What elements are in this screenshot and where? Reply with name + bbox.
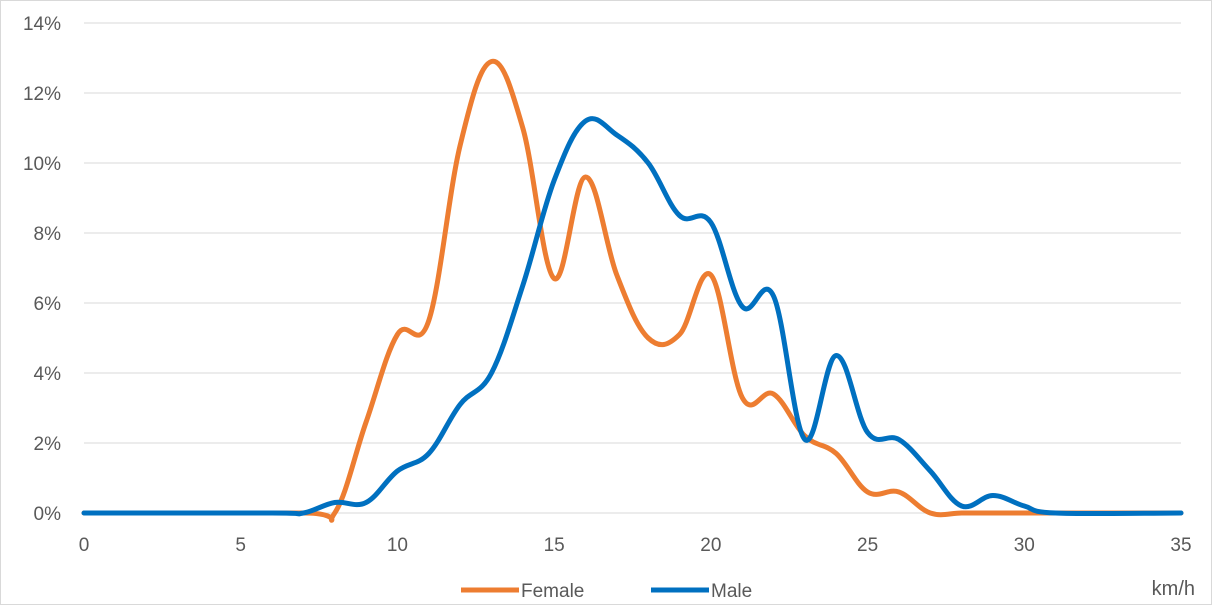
y-tick-label: 4%	[34, 364, 62, 385]
legend: Female Male	[461, 581, 752, 602]
x-axis-label: km/h	[1152, 578, 1195, 600]
y-tick-label: 0%	[34, 504, 62, 525]
x-tick-label: 30	[1014, 535, 1035, 556]
legend-item-female: Female	[461, 581, 584, 602]
series-line-female	[81, 58, 1184, 523]
x-tick-label: 5	[235, 535, 246, 556]
x-tick-label: 10	[387, 535, 408, 556]
y-tick-label: 2%	[34, 434, 62, 455]
x-tick-label: 20	[700, 535, 721, 556]
gridlines	[84, 22, 1181, 514]
x-tick-label: 25	[857, 535, 878, 556]
x-tick-label: 35	[1170, 535, 1191, 556]
y-tick-label: 10%	[23, 154, 61, 175]
x-tick-label: 0	[79, 535, 90, 556]
series-line-male	[81, 116, 1184, 517]
series-lines	[81, 58, 1184, 523]
y-tick-label: 8%	[34, 224, 62, 245]
y-tick-label: 12%	[23, 84, 61, 105]
y-tick-label: 14%	[23, 14, 61, 35]
axis-ticks: 0% 2% 4% 6% 8% 10% 12% 14% 0 5 10 15 20 25 30 35	[23, 14, 1192, 556]
y-tick-label: 6%	[34, 294, 62, 315]
legend-label: Male	[711, 581, 752, 602]
x-tick-label: 15	[544, 535, 565, 556]
legend-item-male: Male	[651, 581, 752, 602]
legend-label: Female	[521, 581, 584, 602]
